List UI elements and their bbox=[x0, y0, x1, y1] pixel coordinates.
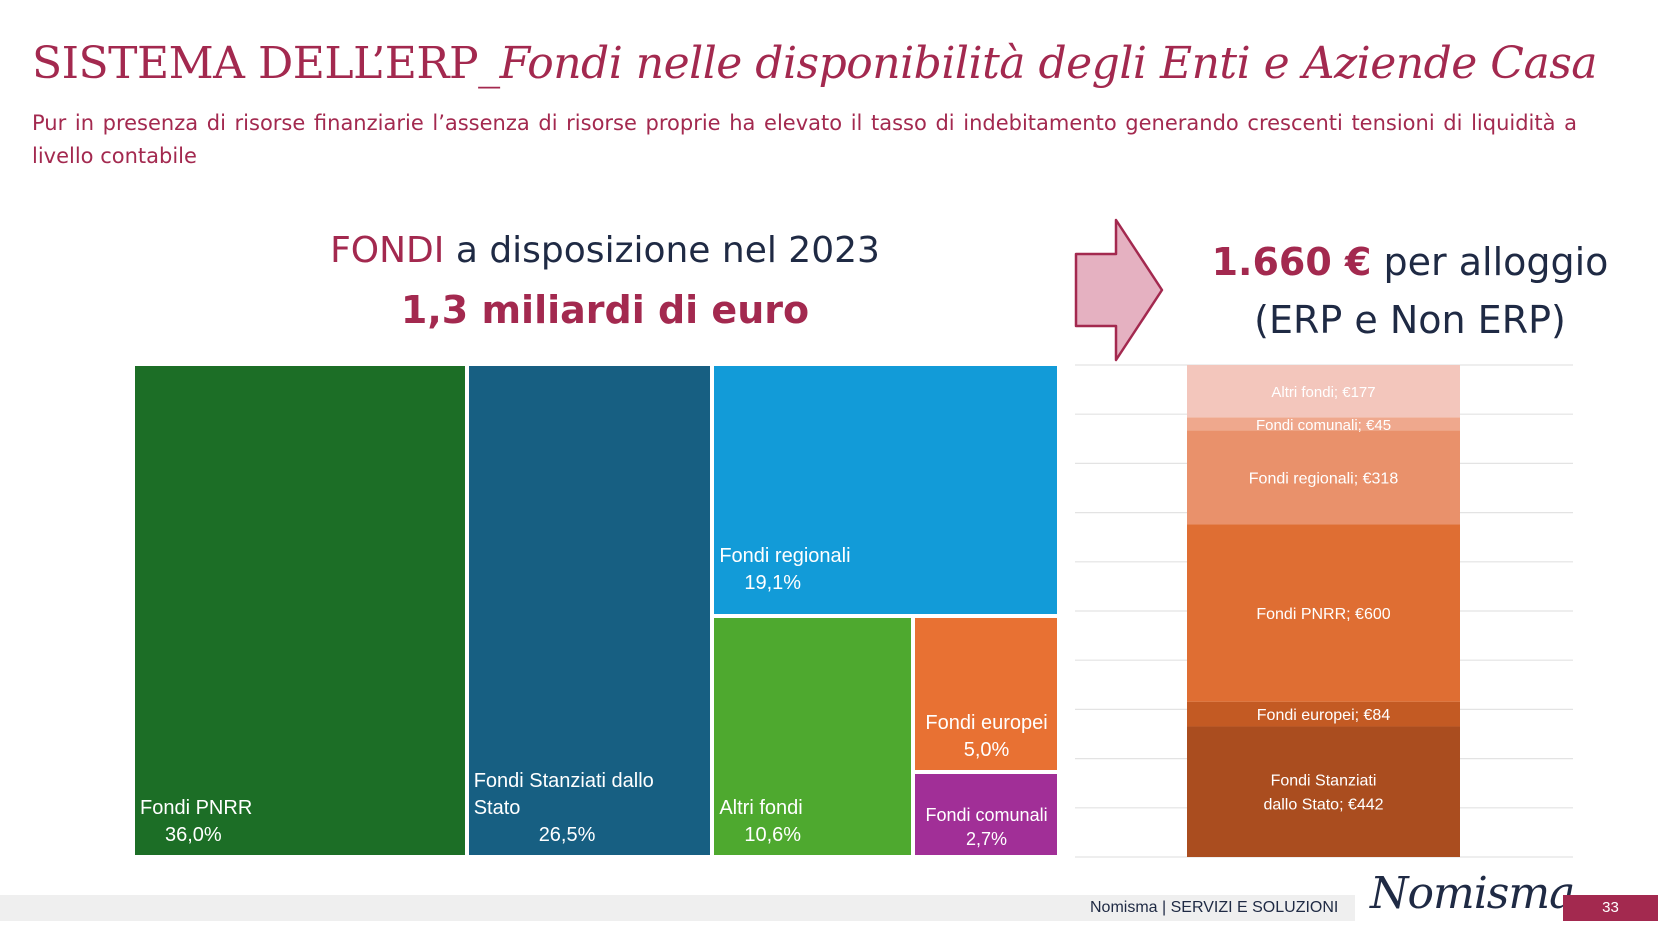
treemap-label: Fondi regionali 19,1% bbox=[719, 543, 1053, 597]
treemap-category-label: Fondi regionali bbox=[719, 544, 851, 567]
treemap-category-label: Fondi comunali bbox=[925, 804, 1048, 825]
page-title: SISTEMA DELL’ERP_Fondi nelle disponibili… bbox=[32, 38, 1598, 89]
stack-segment-label: Fondi europei; €84 bbox=[1257, 707, 1391, 724]
treemap-percent-label: 26,5% bbox=[538, 824, 596, 846]
treemap-cell-fondi-comunali: Fondi comunali 2,7% bbox=[913, 772, 1059, 857]
treemap-cell-fondi-stanziati-dallo-stato: Fondi Stanziati dallo Stato 26,5% bbox=[466, 364, 713, 857]
per-unit-scope: (ERP e Non ERP) bbox=[1254, 298, 1566, 342]
treemap-label: Fondi comunali 2,7% bbox=[920, 803, 1053, 851]
stack-segment bbox=[1187, 417, 1460, 431]
stack-segment-label: Fondi regionali; €318 bbox=[1249, 471, 1399, 488]
treemap-cell-fondi-regionali: Fondi regionali 19,1% bbox=[712, 364, 1059, 616]
per-unit-amount: 1.660 € bbox=[1211, 240, 1372, 284]
per-unit-heading: 1.660 € per alloggio bbox=[1170, 240, 1650, 284]
brand-logo: Nomisma bbox=[1370, 868, 1575, 919]
treemap-percent-label: 19,1% bbox=[744, 571, 802, 594]
title-italic: Fondi nelle disponibilità degli Enti e A… bbox=[499, 38, 1598, 89]
treemap-category-label: Fondi PNRR bbox=[140, 797, 253, 819]
treemap-percent-label: 36,0% bbox=[165, 824, 222, 846]
treemap-category-label: Fondi Stanziati dallo Stato bbox=[473, 770, 654, 819]
treemap-percent-label: 5,0% bbox=[963, 739, 1010, 762]
stack-segment-label: Fondi PNRR; €600 bbox=[1256, 606, 1390, 623]
funds-treemap: Fondi PNRR 36,0% Fondi Stanziati dallo Sta… bbox=[133, 364, 1059, 857]
stack-segment-label: Altri fondi; €177 bbox=[1271, 384, 1375, 401]
treemap-label: Fondi PNRR 36,0% bbox=[140, 795, 461, 849]
footer-text: Nomisma | SERVIZI E SOLUZIONI bbox=[1090, 899, 1339, 916]
funds-heading-accent: FONDI bbox=[330, 230, 445, 271]
per-unit-rest: per alloggio bbox=[1371, 240, 1609, 284]
stack-segment-label: dallo Stato; €442 bbox=[1263, 797, 1383, 814]
treemap-cell-altri-fondi: Altri fondi 10,6% bbox=[712, 615, 914, 857]
right-arrow-icon bbox=[1074, 218, 1164, 362]
funds-total: 1,3 miliardi di euro bbox=[400, 288, 810, 332]
footer-bar bbox=[0, 895, 1355, 921]
treemap-cell-fondi-europei: Fondi europei 5,0% bbox=[913, 615, 1059, 773]
treemap-label: Fondi Stanziati dallo Stato 26,5% bbox=[474, 768, 707, 849]
treemap-percent-label: 2,7% bbox=[966, 828, 1008, 849]
stack-segment bbox=[1187, 701, 1460, 727]
stack-segment bbox=[1187, 726, 1460, 857]
treemap-label: Fondi europei 5,0% bbox=[920, 710, 1053, 764]
title-main: SISTEMA DELL’ERP_ bbox=[32, 38, 500, 89]
treemap-category-label: Fondi europei bbox=[925, 712, 1048, 735]
page-number: 33 bbox=[1563, 895, 1658, 921]
treemap-category-label: Altri fondi bbox=[719, 796, 803, 819]
treemap-cell-fondi-pnrr: Fondi PNRR 36,0% bbox=[133, 364, 467, 857]
funds-heading-rest: a disposizione nel 2023 bbox=[444, 230, 880, 271]
stack-segment bbox=[1187, 365, 1460, 418]
stack-segment-label: Fondi comunali; €45 bbox=[1256, 417, 1391, 434]
treemap-label: Altri fondi 10,6% bbox=[719, 795, 907, 849]
page-subtitle: Pur in presenza di risorse finanziarie l… bbox=[32, 111, 1577, 168]
treemap-percent-label: 10,6% bbox=[744, 823, 802, 846]
stack-segment bbox=[1187, 524, 1460, 702]
stack-segment bbox=[1187, 430, 1460, 525]
stack-segment-label: Fondi Stanziati bbox=[1271, 773, 1377, 790]
funds-heading: FONDI a disposizione nel 2023 bbox=[130, 230, 1080, 271]
